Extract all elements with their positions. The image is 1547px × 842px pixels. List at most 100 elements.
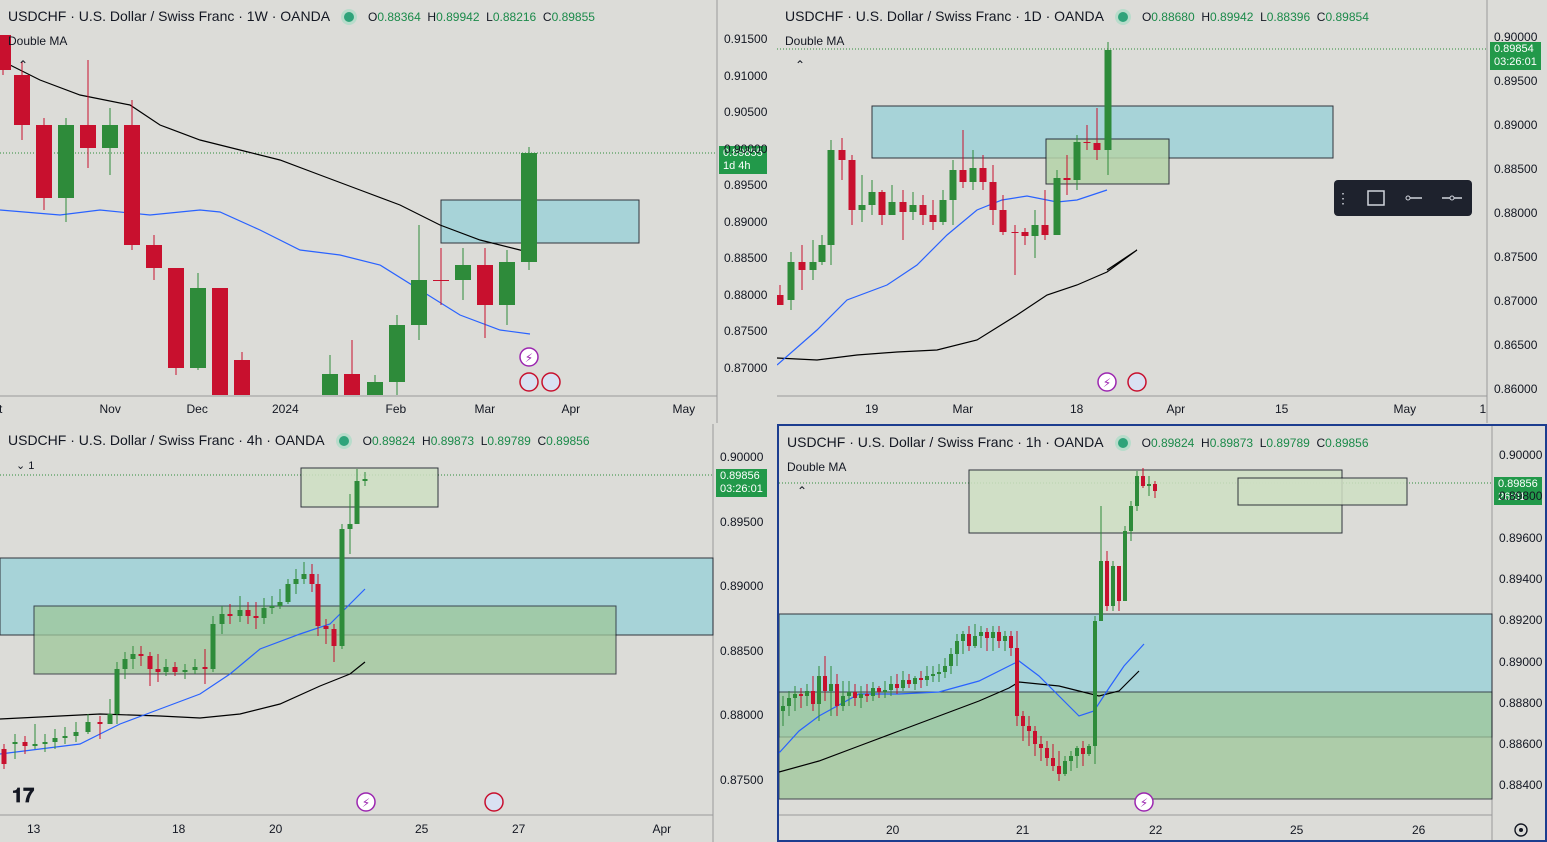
candle-body bbox=[147, 656, 153, 669]
candle-body bbox=[1041, 225, 1049, 235]
price-axis-label: 0.87000 bbox=[724, 360, 768, 375]
daily-chart-panel[interactable]: ⚡ USDCHF · U.S. Dollar / Swiss Franc · 1… bbox=[777, 0, 1547, 423]
open-value: 0.89824 bbox=[1150, 436, 1195, 450]
symbol-title[interactable]: USDCHF · U.S. Dollar / Swiss Franc · 4h … bbox=[8, 432, 325, 448]
collapse-chevron-icon[interactable]: ⌃ bbox=[795, 58, 806, 72]
ma-fast-line bbox=[0, 209, 531, 335]
weekly-chart-panel[interactable]: ⚡ USDCHF · U.S. Dollar / Swiss Franc · 1… bbox=[0, 0, 776, 423]
candle-body bbox=[989, 182, 997, 210]
symbol-header[interactable]: USDCHF · U.S. Dollar / Swiss Franc · 4h … bbox=[8, 432, 590, 448]
close-value: 0.89855 bbox=[551, 10, 595, 24]
candle-body bbox=[967, 634, 971, 646]
price-axis-label: 0.89200 bbox=[1499, 613, 1543, 628]
candle-body bbox=[138, 654, 144, 656]
symbol-header[interactable]: USDCHF · U.S. Dollar / Swiss Franc · 1h … bbox=[787, 434, 1369, 450]
candle-body bbox=[455, 265, 471, 280]
candle-body bbox=[787, 698, 791, 706]
price-axis-label: 0.90000 bbox=[720, 450, 764, 464]
time-axis-label: May bbox=[672, 402, 696, 416]
h4-chart-panel[interactable]: ⚡ 𝟏𝟕 USDCHF · U.S. Dollar / Swiss Franc … bbox=[0, 424, 776, 842]
candle-body bbox=[1075, 748, 1079, 756]
price-axis-label: 0.86500 bbox=[1494, 338, 1538, 352]
candle-body bbox=[939, 200, 947, 222]
candle-body bbox=[973, 636, 977, 646]
candle-body bbox=[883, 690, 887, 692]
symbol-title[interactable]: USDCHF · U.S. Dollar / Swiss Franc · 1W … bbox=[8, 8, 331, 24]
horizontal-ray-icon[interactable] bbox=[1402, 186, 1426, 210]
symbol-title[interactable]: USDCHF · U.S. Dollar / Swiss Franc · 1h … bbox=[787, 434, 1104, 450]
candle-body bbox=[929, 215, 937, 222]
close-value: 0.89856 bbox=[546, 434, 590, 448]
time-axis-label: Apr bbox=[652, 822, 672, 836]
symbol-header[interactable]: USDCHF · U.S. Dollar / Swiss Franc · 1D … bbox=[785, 8, 1369, 24]
price-axis-label: 0.87500 bbox=[724, 324, 768, 338]
price-axis-label: 0.88000 bbox=[1494, 206, 1538, 220]
candle-body bbox=[253, 616, 259, 618]
rectangle-tool-icon[interactable] bbox=[1364, 186, 1388, 210]
indicator-label[interactable]: Double MA bbox=[785, 34, 845, 48]
high-value: 0.89942 bbox=[1210, 10, 1254, 24]
daily-chart-canvas[interactable]: ⚡ bbox=[777, 0, 1547, 423]
candle-body bbox=[269, 606, 275, 608]
candle-body bbox=[124, 125, 140, 245]
time-axis-label: Apr bbox=[1166, 402, 1186, 416]
symbol-header[interactable]: USDCHF · U.S. Dollar / Swiss Franc · 1W … bbox=[8, 8, 595, 24]
candle-body bbox=[1015, 648, 1019, 716]
candle-body bbox=[293, 579, 299, 584]
candle-body bbox=[182, 670, 188, 672]
candle-body bbox=[97, 722, 103, 724]
candle-body bbox=[122, 659, 128, 669]
candle-body bbox=[858, 205, 866, 210]
bar-countdown: 03:26:01 bbox=[720, 483, 763, 495]
candle-body bbox=[36, 125, 52, 198]
last-price-tag: 0.89856 26:01 bbox=[1494, 477, 1542, 505]
h1-chart-panel[interactable]: ⚡ USDCHF · U.S. Dollar / Swiss Franc · 1… bbox=[777, 424, 1547, 842]
candle-body bbox=[901, 680, 905, 688]
candle-body bbox=[1031, 225, 1039, 236]
indicator-toggle[interactable]: ⌄ 1 bbox=[16, 460, 35, 472]
candle-body bbox=[102, 125, 118, 148]
drawing-toolbar[interactable]: ⋮ bbox=[1334, 180, 1472, 216]
last-price-tag: 0.89855 1d 4h bbox=[719, 146, 767, 174]
price-axis-label: 0.90500 bbox=[724, 105, 768, 119]
indicator-label[interactable]: Double MA bbox=[8, 34, 68, 48]
symbol-title[interactable]: USDCHF · U.S. Dollar / Swiss Franc · 1D … bbox=[785, 8, 1104, 24]
horizontal-line-icon[interactable] bbox=[1440, 186, 1464, 210]
candle-body bbox=[58, 125, 74, 198]
time-axis-label: 1 bbox=[1479, 402, 1487, 416]
candle-body bbox=[367, 382, 383, 395]
candle-body bbox=[237, 610, 243, 616]
candle-body bbox=[1129, 506, 1133, 531]
demand-zone bbox=[33, 605, 617, 675]
drag-handle-icon[interactable]: ⋮ bbox=[1336, 190, 1350, 206]
candle-body bbox=[1083, 142, 1091, 143]
candle-body bbox=[841, 696, 845, 706]
candle-body bbox=[331, 629, 337, 646]
candle-body bbox=[888, 202, 896, 215]
market-status-icon bbox=[1117, 12, 1128, 22]
bar-countdown: 26:01 bbox=[1498, 491, 1526, 503]
close-value: 0.89856 bbox=[1325, 436, 1369, 450]
candle-body bbox=[979, 632, 983, 636]
time-axis-label: 27 bbox=[512, 822, 526, 836]
time-axis-label: May bbox=[1393, 402, 1417, 416]
price-axis-label: 0.86000 bbox=[1494, 382, 1538, 396]
candle-body bbox=[781, 706, 785, 711]
candle-body bbox=[865, 694, 869, 696]
collapse-chevron-icon[interactable]: ⌃ bbox=[797, 484, 808, 498]
weekly-chart-canvas[interactable]: ⚡ bbox=[0, 0, 776, 423]
candle-body bbox=[793, 694, 797, 698]
collapse-chevron-icon[interactable]: ⌃ bbox=[18, 58, 29, 72]
us-flag-icon bbox=[519, 372, 539, 392]
candle-body bbox=[80, 125, 96, 148]
candle-body bbox=[1039, 744, 1043, 748]
h4-chart-canvas[interactable]: ⚡ 𝟏𝟕 bbox=[0, 424, 776, 842]
time-axis-label: 25 bbox=[415, 822, 429, 836]
candle-body bbox=[999, 210, 1007, 232]
h1-chart-canvas[interactable]: ⚡ bbox=[779, 426, 1545, 840]
candle-body bbox=[1135, 476, 1139, 506]
price-axis-label: 0.88500 bbox=[720, 643, 764, 658]
candle-body bbox=[959, 170, 967, 182]
candle-body bbox=[323, 626, 329, 629]
indicator-label[interactable]: Double MA bbox=[787, 460, 847, 474]
